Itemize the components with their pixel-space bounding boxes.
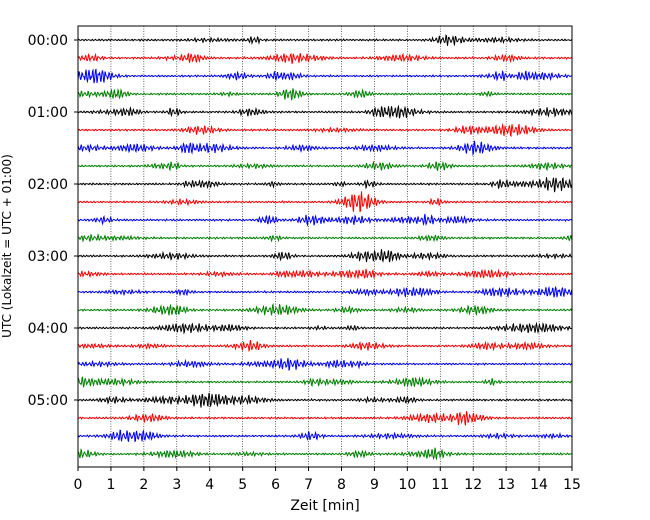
x-tick-label: 13 xyxy=(497,477,515,493)
grid-lines xyxy=(110,26,540,467)
seismic-trace xyxy=(77,249,573,263)
y-axis-ticks: 00:00 01:00 02:00 03:00 04:00 05:00 xyxy=(28,33,78,409)
seismic-trace xyxy=(77,87,573,101)
x-tick-label: 12 xyxy=(464,477,482,493)
y-tick-label: 01:00 xyxy=(28,105,68,121)
seismic-trace xyxy=(77,302,573,316)
seismic-trace xyxy=(77,213,573,227)
seismic-trace xyxy=(77,429,573,443)
x-tick-label: 9 xyxy=(370,477,379,493)
seismic-trace xyxy=(77,34,573,47)
seismic-trace xyxy=(77,160,573,172)
seismic-trace xyxy=(77,339,573,353)
seismic-trace xyxy=(77,232,573,243)
seismic-trace xyxy=(77,52,573,64)
seismic-trace xyxy=(77,447,573,461)
plot-frame xyxy=(77,25,573,468)
seismic-trace xyxy=(77,285,573,299)
x-tick-label: 0 xyxy=(74,477,83,493)
seismic-trace xyxy=(77,357,573,372)
x-axis-ticks: 0 1 2 3 4 5 6 7 8 9 10 11 12 13 14 15 xyxy=(74,467,581,493)
x-tick-label: 6 xyxy=(271,477,280,493)
seismic-trace xyxy=(77,176,573,193)
seismic-trace xyxy=(77,376,573,388)
y-axis-label: UTC (Lokalzeit = UTC + 01:00) xyxy=(0,154,14,338)
y-tick-label: 04:00 xyxy=(28,321,68,337)
trace-lines xyxy=(77,34,573,461)
x-tick-label: 11 xyxy=(431,477,449,493)
seismic-trace xyxy=(77,321,573,335)
x-tick-label: 5 xyxy=(238,477,247,493)
seismic-trace xyxy=(77,392,573,408)
seismic-trace xyxy=(77,411,573,426)
x-tick-label: 1 xyxy=(106,477,115,493)
x-axis-label: Zeit [min] xyxy=(290,498,359,514)
x-tick-label: 2 xyxy=(139,477,148,493)
seismic-trace xyxy=(77,104,573,119)
y-tick-label: 05:00 xyxy=(28,393,68,409)
y-tick-label: 03:00 xyxy=(28,249,68,265)
y-tick-label: 00:00 xyxy=(28,33,68,49)
seismic-trace xyxy=(77,140,573,157)
x-tick-label: 7 xyxy=(304,477,313,493)
x-tick-label: 4 xyxy=(205,477,214,493)
x-tick-label: 15 xyxy=(563,477,581,493)
seismic-trace xyxy=(77,123,573,138)
seismic-trace xyxy=(77,68,573,84)
x-tick-label: 3 xyxy=(172,477,181,493)
x-tick-label: 10 xyxy=(398,477,416,493)
x-tick-label: 14 xyxy=(530,477,548,493)
seismic-trace xyxy=(77,268,573,280)
y-tick-label: 02:00 xyxy=(28,177,68,193)
seismic-trace xyxy=(77,191,573,213)
x-tick-label: 8 xyxy=(337,477,346,493)
